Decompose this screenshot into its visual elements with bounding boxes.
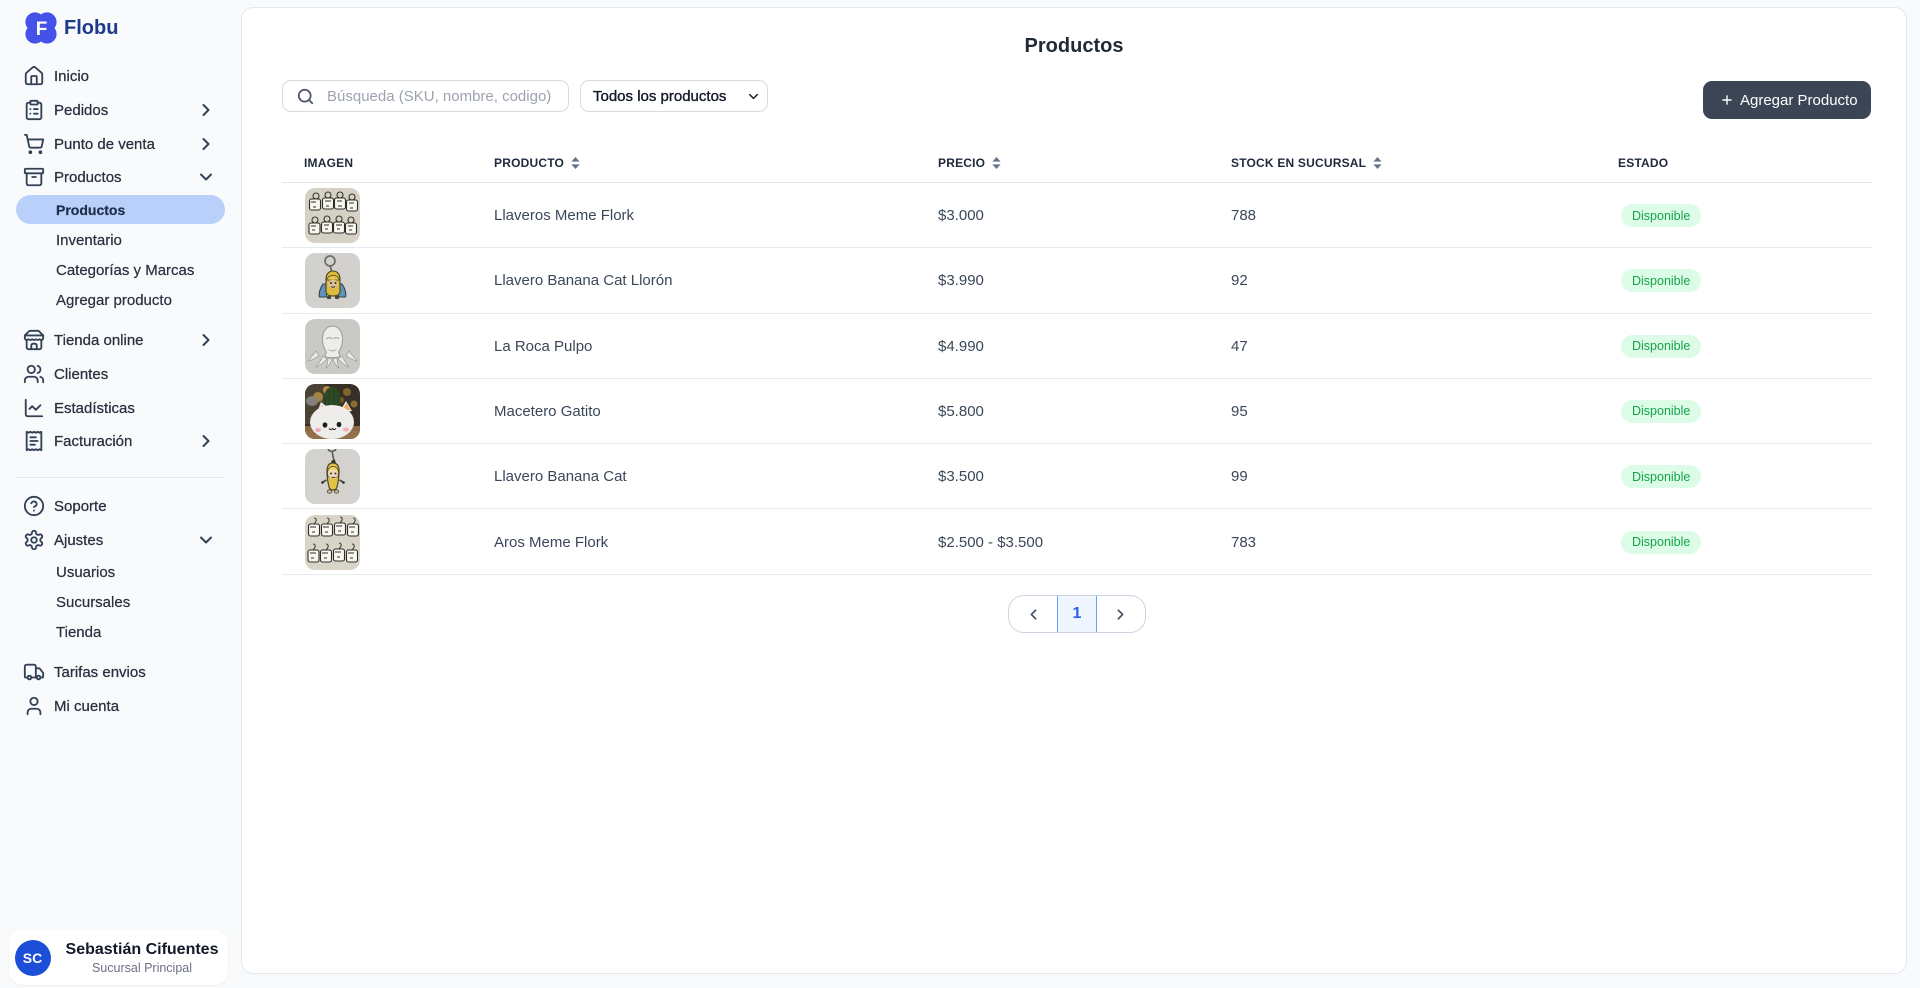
- svg-text:F: F: [36, 19, 48, 40]
